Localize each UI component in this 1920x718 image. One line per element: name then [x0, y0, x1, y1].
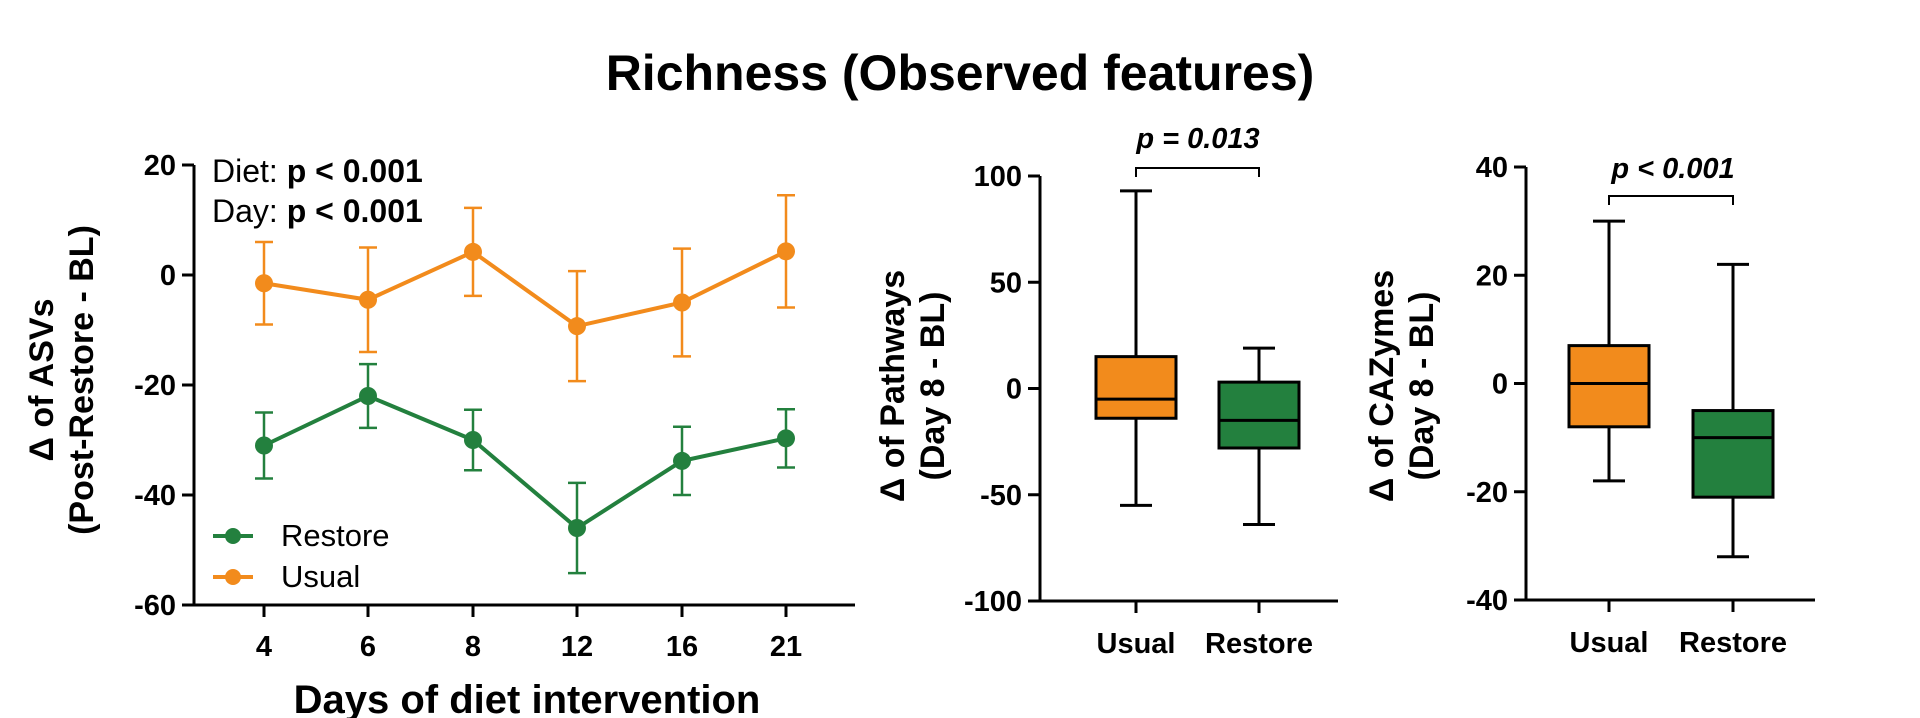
pathways-ylabel: Δ of Pathways: [874, 270, 912, 502]
data-point-usual: [568, 317, 586, 336]
day-p-value: p < 0.001: [287, 193, 423, 229]
line-chart-xtick-label: 12: [561, 631, 593, 663]
data-point-restore: [464, 431, 482, 449]
series-line-restore: [263, 393, 787, 531]
cazymes-p-value: p < 0.001: [1610, 153, 1734, 185]
pathways-box-panel: Δ of Pathways (Day 8 - BL) p = 0.013 100…: [874, 123, 1338, 660]
line-chart-yaxis: 20 0 -20 -40 -60: [134, 150, 196, 622]
diet-annotation-label: Diet:: [212, 153, 287, 189]
line-chart-xaxis: 4 6 8 12 16 21: [194, 603, 855, 663]
cazymes-ytick-label: -20: [1466, 477, 1508, 509]
line-chart-ylabel: Δ of ASVs: [23, 299, 61, 462]
cazymes-ytick-label: 0: [1492, 369, 1508, 401]
cazymes-ytick-label: -40: [1466, 585, 1508, 617]
pathways-ytick-label: 100: [974, 161, 1022, 193]
data-point-usual: [673, 293, 691, 312]
pathways-ytick-label: 50: [990, 267, 1022, 299]
chart-title: Richness (Observed features): [605, 45, 1315, 101]
cazymes-xtick-label: Restore: [1679, 627, 1787, 659]
line-chart-xlabel: Days of diet intervention: [294, 678, 761, 718]
data-point-restore: [777, 429, 795, 448]
line-chart-xtick-label: 8: [465, 631, 481, 663]
line-chart-ytick-label: -20: [134, 370, 176, 402]
legend-marker-usual: [225, 569, 241, 585]
cazymes-significance-bracket: [1608, 195, 1734, 205]
legend-marker-restore: [225, 528, 241, 544]
diet-annotation: Diet: p < 0.001: [212, 153, 423, 189]
legend: Restore Usual: [213, 518, 390, 594]
pathways-ylabel-secondary: (Day 8 - BL): [914, 292, 952, 481]
data-point-usual: [777, 242, 795, 261]
pathways-p-value: p = 0.013: [1135, 123, 1259, 155]
pathways-ytick-label: -100: [964, 586, 1022, 618]
line-chart-ytick-label: 20: [144, 150, 176, 182]
legend-label-restore: Restore: [281, 518, 390, 553]
pathways-significance-bracket: [1135, 167, 1260, 177]
cazymes-ytick-label: 20: [1476, 260, 1508, 292]
pathways-p-value-text: p = 0.013: [1135, 123, 1259, 155]
data-point-restore: [673, 451, 691, 470]
cazymes-p-value-text: p < 0.001: [1610, 153, 1734, 185]
series-line-usual: [263, 249, 787, 329]
cazymes-plot: 40 20 0 -20 -40 Usual Restore: [1466, 152, 1815, 659]
line-chart-xtick-label: 4: [256, 631, 272, 663]
line-chart-ylabel-secondary: (Post-Restore - BL): [63, 225, 101, 535]
day-annotation-label: Day:: [212, 193, 287, 229]
line-chart-xtick-label: 6: [360, 631, 376, 663]
line-chart-series: [255, 194, 795, 575]
data-point-usual: [359, 290, 377, 309]
pathways-ytick-label: -50: [980, 480, 1022, 512]
line-chart-xtick-label: 16: [666, 631, 698, 663]
line-chart-panel: Δ of ASVs (Post-Restore - BL) Days of di…: [23, 150, 855, 718]
pathways-ytick-label: 0: [1006, 374, 1022, 406]
pathways-xtick-label: Restore: [1205, 628, 1313, 660]
line-chart-xtick-label: 21: [770, 631, 802, 663]
cazymes-ylabel-secondary: (Day 8 - BL): [1403, 292, 1441, 481]
pathways-box-restore: [1217, 380, 1301, 450]
cazymes-xtick-label: Usual: [1570, 627, 1649, 659]
data-point-restore: [359, 387, 377, 405]
cazymes-ytick-label: 40: [1476, 152, 1508, 184]
pathways-plot: 100 50 0 -50 -100 Usual Restore: [964, 161, 1338, 660]
line-chart-ytick-label: -40: [134, 480, 176, 512]
cazymes-box-panel: Δ of CAZymes (Day 8 - BL) p < 0.001 40 20…: [1363, 152, 1815, 659]
cazymes-box-usual: [1567, 344, 1651, 429]
legend-label-usual: Usual: [281, 559, 360, 594]
pathways-xtick-label: Usual: [1097, 628, 1176, 660]
day-annotation: Day: p < 0.001: [212, 193, 423, 229]
data-point-restore: [568, 519, 586, 537]
diet-p-value: p < 0.001: [287, 153, 423, 189]
cazymes-ylabel: Δ of CAZymes: [1363, 270, 1401, 502]
cazymes-box-restore: [1691, 409, 1775, 499]
data-point-usual: [255, 274, 273, 293]
data-point-restore: [255, 436, 273, 455]
pathways-box-usual: [1094, 355, 1178, 420]
line-chart-ytick-label: -60: [134, 590, 176, 622]
line-chart-ytick-label: 0: [160, 260, 176, 292]
data-point-usual: [464, 242, 482, 261]
